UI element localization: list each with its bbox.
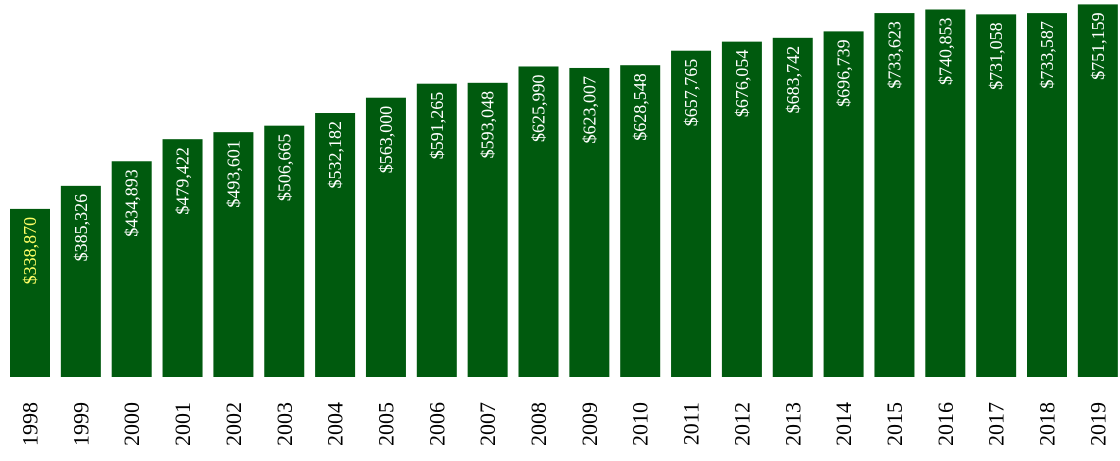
- value-label-2006: $591,265: [427, 92, 447, 160]
- bar-2001: [162, 139, 203, 377]
- year-label-2006: 2006: [424, 402, 449, 446]
- year-label-2014: 2014: [831, 402, 856, 446]
- value-label-2002: $493,601: [223, 140, 243, 208]
- year-label-2008: 2008: [526, 402, 551, 446]
- value-label-2019: $751,159: [1088, 12, 1108, 80]
- bar-2002: [213, 132, 254, 377]
- year-label-2012: 2012: [729, 402, 754, 446]
- year-label-2007: 2007: [475, 402, 500, 446]
- year-label-2013: 2013: [780, 402, 805, 446]
- year-label-1998: 1998: [18, 402, 43, 446]
- bar-2011: [671, 50, 712, 378]
- value-label-2012: $676,054: [732, 50, 752, 118]
- value-label-2018: $733,587: [1037, 21, 1057, 89]
- value-label-2010: $628,548: [630, 73, 650, 140]
- year-label-2004: 2004: [323, 402, 348, 446]
- bar-2015: [874, 13, 915, 378]
- year-label-1999: 1999: [68, 402, 93, 446]
- bar-2013: [772, 37, 813, 377]
- year-label-2017: 2017: [984, 402, 1009, 446]
- value-label-2004: $532,182: [325, 121, 345, 189]
- year-label-2016: 2016: [933, 402, 958, 446]
- year-label-2015: 2015: [882, 402, 907, 446]
- bars-group: [10, 4, 1118, 378]
- value-label-2014: $696,739: [834, 39, 854, 107]
- year-label-2018: 2018: [1035, 402, 1060, 446]
- bar-2016: [925, 9, 966, 377]
- value-label-2003: $506,665: [274, 134, 294, 202]
- bar-2003: [264, 125, 305, 377]
- bar-2019: [1077, 4, 1118, 377]
- bar-2005: [365, 97, 406, 377]
- value-label-2016: $740,853: [935, 18, 955, 86]
- value-label-2013: $683,742: [783, 46, 803, 114]
- value-labels-group: $338,870 $385,326 $434,893 $479,422 $493,601…: [20, 12, 1108, 284]
- bar-2012: [721, 41, 762, 377]
- bar-2004: [315, 113, 356, 377]
- year-labels-group: 1998 1999 2000 2001 2002 2003 2004 2005 2006 2007…: [18, 402, 1111, 446]
- bar-2000: [111, 161, 152, 377]
- year-label-2003: 2003: [272, 402, 297, 446]
- year-label-2001: 2001: [170, 402, 195, 446]
- year-label-2002: 2002: [221, 402, 246, 446]
- value-label-2000: $434,893: [122, 169, 142, 237]
- year-label-2009: 2009: [577, 402, 602, 446]
- year-label-2010: 2010: [628, 402, 653, 446]
- bar-2014: [823, 31, 864, 377]
- year-label-2019: 2019: [1085, 402, 1110, 446]
- value-label-2001: $479,422: [173, 147, 193, 215]
- bar-1998: [10, 208, 50, 377]
- bar-2010: [620, 65, 661, 378]
- value-label-2005: $563,000: [376, 106, 396, 174]
- year-label-2005: 2005: [373, 402, 398, 446]
- bar-2008: [518, 66, 559, 377]
- value-label-2009: $623,007: [579, 76, 599, 143]
- bar-2009: [569, 67, 610, 378]
- year-label-2000: 2000: [119, 402, 144, 446]
- value-label-2011: $657,765: [681, 59, 701, 127]
- value-label-1998: $338,870: [20, 217, 40, 285]
- bar-2017: [976, 14, 1017, 378]
- bar-2006: [416, 83, 457, 377]
- year-label-2011: 2011: [679, 402, 704, 445]
- value-label-1999: $385,326: [71, 194, 91, 261]
- value-label-2017: $731,058: [986, 22, 1006, 90]
- value-label-2008: $625,990: [529, 74, 549, 142]
- bar-1999: [60, 185, 101, 377]
- bar-2007: [467, 82, 508, 377]
- bar-2018: [1027, 13, 1067, 377]
- value-label-2015: $733,623: [884, 21, 904, 89]
- value-label-2007: $593,048: [478, 91, 498, 159]
